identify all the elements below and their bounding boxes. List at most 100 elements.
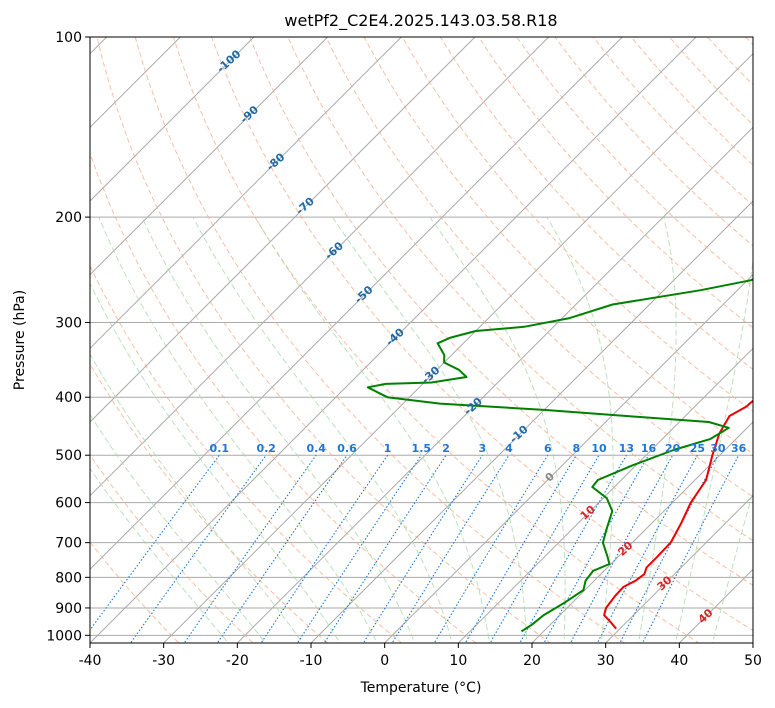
- isotherm-40: [678, 568, 753, 643]
- mixing-ratio-lines: [90, 454, 740, 643]
- mixing-ratio-label: 0.4: [306, 442, 326, 455]
- moist-adiabat-25: [429, 216, 566, 643]
- dry-adiabat-190: [745, 37, 753, 46]
- x-tick-label: -20: [226, 653, 249, 669]
- mixing-ratio-line-0.1: [90, 454, 220, 631]
- y-tick-label: 300: [55, 315, 82, 331]
- mixing-ratio-line-6: [433, 454, 549, 643]
- dry-adiabat-30: [134, 37, 626, 643]
- moist-adiabat-20: [332, 216, 528, 643]
- mixing-ratio-line-1: [260, 454, 389, 643]
- isotherm-20: [531, 421, 753, 643]
- mixing-ratio-line-0.4: [183, 454, 317, 643]
- mixing-ratio-label: 1: [384, 442, 392, 455]
- mixing-ratio-label: 25: [690, 442, 705, 455]
- mixing-ratio-line-36: [641, 454, 740, 643]
- mixing-ratio-line-30: [619, 454, 719, 643]
- moist-adiabat-40: [674, 256, 753, 643]
- x-tick-label: 50: [744, 653, 762, 669]
- x-axis-ticks: -40 -30 -20 -10 0 10 20 30 40 50: [79, 643, 762, 669]
- dry-adiabat-150: [592, 37, 753, 207]
- y-tick-label: 600: [55, 496, 82, 512]
- mixing-ratio-label: 3: [478, 442, 486, 455]
- mixing-ratio-label: 10: [591, 442, 607, 455]
- mixing-ratio-line-0.6: [216, 454, 348, 643]
- x-tick-label: -40: [79, 653, 102, 669]
- mixing-ratio-line-25: [596, 454, 698, 643]
- isotherm--100: [90, 37, 255, 202]
- moist-adiabat-30: [546, 216, 614, 643]
- dry-adiabat-180: [707, 37, 753, 86]
- isotherm--20: [236, 126, 753, 643]
- y-tick-label: 700: [55, 536, 82, 552]
- mixing-ratio-label: 36: [731, 442, 747, 455]
- dry-adiabat-20: [96, 37, 552, 643]
- dry-adiabat--20: [90, 454, 254, 643]
- y-tick-label: 900: [55, 601, 82, 617]
- isotherm--70: [90, 37, 476, 423]
- moist-adiabat-5: [141, 216, 416, 643]
- dry-adiabat-90: [363, 37, 753, 455]
- moist-adiabat--5: [90, 282, 341, 643]
- dry-adiabat-60: [249, 37, 753, 586]
- dry-adiabat-10: [90, 151, 477, 643]
- y-axis-label: Pressure (hPa): [12, 290, 28, 390]
- mixing-ratio-line-20: [569, 454, 674, 643]
- isotherm-50: [752, 642, 753, 643]
- y-tick-label: 800: [55, 570, 82, 586]
- mixing-ratio-label: 0.1: [210, 442, 230, 455]
- y-tick-label: 100: [55, 30, 82, 46]
- dry-adiabat-50: [211, 37, 753, 632]
- moist-adiabat--10: [90, 353, 304, 643]
- mixing-ratio-label: 6: [544, 442, 552, 455]
- y-tick-label: 500: [55, 448, 82, 464]
- x-tick-label: 40: [670, 653, 688, 669]
- mixing-ratio-line-1.5: [296, 454, 422, 643]
- y-tick-label: 200: [55, 210, 82, 226]
- dry-adiabat-40: [172, 37, 700, 643]
- isotherm--30: [163, 52, 753, 643]
- x-tick-label: 0: [380, 653, 389, 669]
- dry-adiabats: [90, 37, 753, 643]
- dry-adiabat-0: [90, 264, 403, 643]
- isotherm-30: [605, 494, 753, 643]
- dry-adiabat-80: [325, 37, 753, 498]
- x-tick-label: 20: [523, 653, 541, 669]
- moist-adiabat--15: [90, 413, 267, 643]
- isotherm--60: [90, 37, 550, 497]
- y-tick-label: 1000: [46, 628, 82, 644]
- moist-adiabat-35: [637, 216, 677, 643]
- dewpoint-profile: [366, 278, 753, 633]
- mixing-ratio-line-2: [323, 454, 447, 643]
- moist-adiabat-0: [98, 216, 378, 643]
- mixing-ratio-label: 1.5: [412, 442, 432, 455]
- mixing-ratio-label: 2: [442, 442, 450, 455]
- mixing-ratio-label: 30: [710, 442, 726, 455]
- x-axis-label: Temperature (°C): [360, 680, 482, 696]
- moist-adiabat-45: [711, 489, 753, 643]
- mixing-ratio-line-8: [464, 454, 577, 643]
- isotherm--90: [90, 37, 329, 276]
- x-tick-label: -10: [300, 653, 323, 669]
- dry-adiabat-120: [478, 37, 753, 329]
- mixing-ratio-line-4: [391, 454, 510, 643]
- dry-adiabat-70: [287, 37, 753, 542]
- moist-adiabat-10: [192, 216, 453, 643]
- isotherm--80: [90, 37, 402, 350]
- mixing-ratio-line-10: [489, 454, 600, 643]
- mixing-ratio-label: 4: [505, 442, 513, 455]
- dry-adiabat-130: [516, 37, 753, 288]
- isotherm-0: [384, 273, 753, 643]
- isopleth-labels: 0.1 0.2 0.4 0.6 1 1.5 2 3 4 6 8 10 13 16 20 25 30 36-100-…: [210, 47, 747, 626]
- mixing-ratio-label: 8: [572, 442, 580, 455]
- sounding-profiles: [366, 278, 753, 633]
- mixing-ratio-label: 20: [665, 442, 681, 455]
- isotherm-lines: [90, 37, 753, 643]
- moist-adiabat--20: [90, 467, 229, 643]
- isotherm--50: [90, 37, 623, 571]
- isotherm-10: [457, 347, 753, 643]
- plot-frame: [89, 36, 754, 644]
- dry-adiabat--10: [90, 363, 329, 643]
- temperature-profile: [603, 399, 753, 630]
